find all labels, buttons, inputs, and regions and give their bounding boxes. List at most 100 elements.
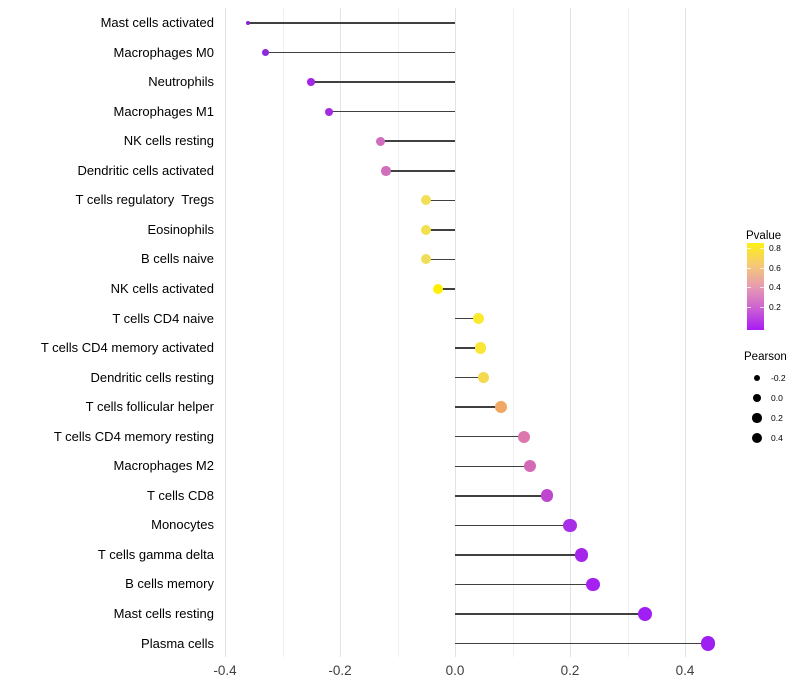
lollipop-dot (478, 371, 490, 384)
lollipop-dot (523, 460, 536, 473)
lollipop-stem (426, 199, 455, 202)
pearson-legend-dot (752, 413, 762, 423)
minor-gridline (627, 8, 629, 657)
lollipop-dot (261, 49, 269, 56)
lollipop-stem (455, 376, 484, 379)
major-gridline (570, 8, 571, 657)
lollipop-dot (700, 636, 716, 651)
lollipop-dot (375, 136, 385, 146)
category-label: Dendritic cells activated (77, 162, 214, 178)
lollipop-dot (574, 548, 589, 562)
pearson-legend-label: 0.4 (771, 433, 783, 443)
lollipop-stem (455, 642, 708, 645)
lollipop-stem (455, 465, 530, 467)
lollipop-stem (437, 288, 455, 290)
category-label: B cells naive (141, 251, 214, 267)
category-label: Neutrophils (148, 74, 214, 90)
lollipop-dot (637, 606, 652, 622)
minor-gridline (282, 8, 284, 657)
pvalue-tick-mark (747, 287, 751, 288)
category-label: T cells CD4 memory activated (40, 340, 214, 356)
category-label: T cells CD4 memory resting (53, 428, 214, 444)
category-label: Mast cells resting (113, 606, 214, 621)
category-label: Mast cells activated (100, 15, 214, 30)
lollipop-dot (475, 342, 487, 354)
x-tick-label: 0.4 (675, 663, 695, 678)
category-label: Eosinophils (147, 221, 215, 237)
pvalue-tick-label: 0.6 (769, 262, 781, 273)
pvalue-tick-mark (747, 267, 751, 269)
category-label: T cells regulatory Tregs (75, 192, 214, 208)
pearson-legend-dot (753, 374, 761, 382)
lollipop-dot (586, 577, 600, 592)
lollipop-stem (455, 435, 524, 438)
pvalue-tick-label: 0.8 (769, 243, 781, 253)
lollipop-dot (381, 165, 391, 176)
major-gridline (685, 8, 686, 657)
pvalue-tick-mark (747, 306, 751, 308)
category-label: Plasma cells (141, 635, 214, 651)
lollipop-stem (455, 613, 645, 615)
lollipop-stem (380, 140, 455, 142)
pearson-legend-label: 0.0 (771, 393, 783, 403)
lollipop-dot (245, 20, 251, 26)
lollipop-stem (455, 406, 501, 408)
pearson-legend-title: Pearson (744, 351, 787, 363)
x-tick-label: 0.2 (560, 663, 580, 678)
minor-gridline (397, 8, 399, 657)
lollipop-dot (563, 518, 577, 532)
lollipop-dot (307, 78, 316, 86)
lollipop-dot (421, 195, 432, 206)
pearson-legend-label: -0.2 (771, 373, 786, 383)
lollipop-stem (426, 258, 455, 261)
category-label: Dendritic cells resting (90, 369, 214, 385)
category-label: NK cells resting (123, 133, 214, 149)
minor-gridline (512, 8, 514, 657)
lollipop-dot (540, 489, 554, 503)
x-tick-label: -0.2 (328, 663, 352, 678)
category-label: T cells gamma delta (97, 546, 214, 562)
category-label: T cells follicular helper (85, 399, 214, 415)
lollipop-dot (517, 430, 531, 443)
category-label: B cells memory (125, 576, 214, 592)
category-label: T cells CD8 (147, 487, 214, 503)
pvalue-tick-mark (760, 287, 764, 288)
x-tick-label: -0.4 (213, 663, 237, 678)
lollipop-stem (455, 524, 570, 527)
lollipop-stem (455, 583, 593, 586)
lollipop-dot (421, 224, 432, 235)
lollipop-stem (311, 81, 455, 83)
pearson-legend-dot (751, 432, 763, 444)
pvalue-colorbar (747, 243, 764, 330)
pvalue-tick-mark (760, 306, 764, 308)
pearson-legend-label: 0.2 (771, 413, 783, 423)
lollipop-stem (328, 110, 455, 113)
pvalue-tick-mark (760, 248, 764, 249)
pearson-legend-dot (753, 394, 761, 402)
lollipop-stem (248, 22, 455, 24)
lollipop-dot (324, 107, 333, 116)
lollipop-dot (495, 401, 507, 414)
pvalue-tick-label: 0.2 (769, 301, 781, 312)
lollipop-stem (265, 51, 455, 54)
lollipop-stem (455, 554, 582, 556)
lollipop-dot (472, 313, 484, 324)
lollipop-dot (432, 283, 443, 295)
category-label: NK cells activated (110, 280, 214, 296)
category-label: Monocytes (151, 517, 214, 533)
lollipop-stem (455, 495, 547, 497)
pvalue-tick-mark (760, 267, 764, 269)
pvalue-tick-label: 0.4 (769, 282, 781, 292)
category-label: Macrophages M0 (113, 44, 214, 60)
lollipop-stem (386, 170, 455, 172)
category-label: Macrophages M1 (113, 103, 214, 119)
major-gridline (340, 8, 341, 657)
category-label: Macrophages M2 (113, 458, 214, 474)
pvalue-tick-mark (747, 248, 751, 249)
pvalue-legend-title: Pvalue (746, 230, 782, 242)
lollipop-stem (455, 347, 481, 349)
lollipop-stem (455, 317, 478, 320)
x-tick-label: 0.0 (445, 663, 465, 678)
category-label: T cells CD4 naive (112, 310, 214, 326)
